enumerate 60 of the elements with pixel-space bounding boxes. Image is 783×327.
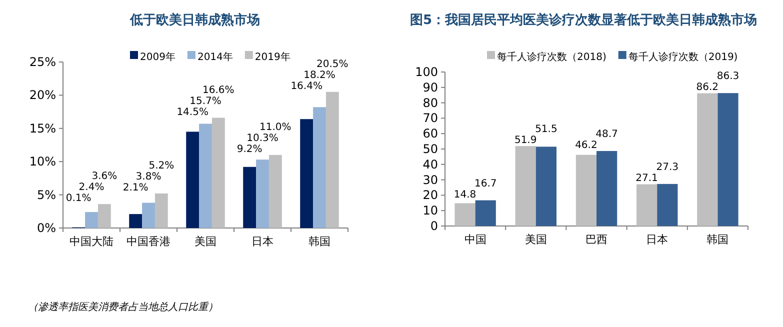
data-label: 27.1 — [636, 172, 658, 184]
x-tick-label: 巴西 — [586, 233, 608, 246]
data-label: 86.3 — [716, 71, 740, 82]
y-tick-label: 50 — [422, 142, 438, 156]
data-label: 2.1% — [122, 182, 148, 194]
data-label: 15.7% — [190, 96, 222, 107]
x-tick-label: 中国香港 — [126, 235, 170, 248]
x-tick-label: 中国 — [464, 233, 486, 246]
y-tick-label: 0 — [430, 219, 438, 233]
data-label: 27.3 — [656, 162, 679, 173]
chart-title: 图5：我国居民平均医美诊疗次数显著低于欧美日韩成熟市场 — [410, 12, 758, 28]
data-label: 3.6% — [92, 171, 118, 182]
y-tick-label: 30 — [422, 172, 438, 187]
y-tick-label: 40 — [422, 157, 438, 172]
x-tick-label: 日本 — [252, 235, 274, 248]
y-tick-label: 90 — [422, 80, 438, 94]
y-tick-label: 0% — [36, 221, 56, 235]
legend-label: 每千人诊疗次数（2018) — [497, 51, 606, 63]
y-tick-label: 5% — [36, 188, 56, 202]
legend-label: 每千人诊疗次数（2019) — [628, 51, 738, 63]
x-tick-label: 韩国 — [308, 235, 330, 248]
y-tick-label: 10% — [29, 154, 56, 169]
y-tick-label: 20 — [422, 188, 438, 202]
data-label: 46.2 — [575, 140, 598, 151]
legend-label: 2014年 — [197, 51, 233, 63]
y-tick-label: 60 — [422, 126, 438, 141]
data-label: 16.6% — [202, 84, 234, 96]
data-label: 14.5% — [176, 106, 208, 118]
data-label: 10.3% — [246, 132, 278, 144]
chart-title: 低于欧美日韩成熟市场 — [129, 12, 260, 28]
x-tick-label: 日本 — [646, 233, 668, 246]
data-label: 18.2% — [304, 70, 336, 81]
y-tick-label: 20% — [29, 88, 56, 102]
data-label: 0.1% — [66, 193, 92, 204]
data-label: 51.5 — [535, 124, 558, 136]
data-label: 48.7 — [596, 129, 618, 140]
data-label: 2.4% — [78, 182, 104, 194]
legend-label: 2019年 — [254, 51, 290, 63]
data-label: 3.8% — [136, 171, 162, 182]
x-tick-label: 美国 — [524, 233, 547, 246]
y-tick-label: 25% — [29, 55, 56, 69]
data-label: 14.8 — [454, 189, 476, 200]
y-tick-label: 15% — [29, 121, 56, 136]
y-tick-label: 10 — [422, 204, 438, 218]
legend-label: 2009年 — [140, 51, 176, 63]
data-label: 51.9 — [514, 135, 537, 146]
data-label: 16.4% — [290, 80, 322, 92]
data-label: 9.2% — [236, 144, 262, 155]
x-tick-label: 韩国 — [706, 233, 729, 246]
y-tick-label: 100 — [415, 65, 438, 79]
data-label: 20.5% — [316, 58, 348, 70]
y-tick-label: 70 — [422, 111, 438, 126]
data-label: 11.0% — [260, 122, 292, 133]
x-tick-label: 美国 — [194, 235, 216, 248]
x-tick-label: 中国大陆 — [70, 235, 114, 248]
data-label: 5.2% — [148, 160, 174, 172]
y-tick-label: 80 — [422, 96, 438, 110]
data-label: 86.2 — [696, 82, 719, 94]
text: （渗透率指医美消费者占当地总人口比重） — [28, 301, 218, 313]
data-label: 16.7 — [474, 178, 497, 190]
